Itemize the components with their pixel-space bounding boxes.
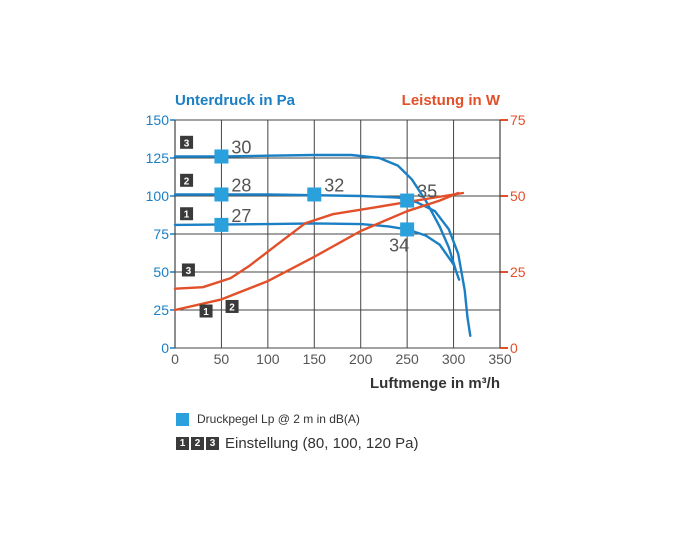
x-tick-label: 150 bbox=[303, 351, 327, 367]
left-tick-label: 150 bbox=[146, 112, 170, 128]
legend-marker-text: Druckpegel Lp @ 2 m in dB(A) bbox=[197, 412, 360, 426]
sound-level-label: 35 bbox=[417, 182, 437, 202]
setting-badge bbox=[180, 135, 194, 149]
setting-badge bbox=[199, 304, 213, 318]
sound-level-marker bbox=[307, 187, 322, 202]
power-curve-3 bbox=[173, 191, 460, 312]
setting-badge-text: 2 bbox=[229, 302, 235, 313]
left-axis-title: Unterdruck in Pa bbox=[175, 92, 296, 109]
x-axis-title: Luftmenge in m³/h bbox=[370, 375, 500, 392]
left-tick-label: 125 bbox=[146, 150, 170, 166]
right-tick-label: 50 bbox=[510, 188, 526, 204]
sound-level-marker bbox=[400, 193, 415, 208]
setting-badge bbox=[225, 299, 239, 313]
sound-level-label: 28 bbox=[231, 175, 251, 195]
setting-badge bbox=[180, 207, 194, 221]
sound-level-marker bbox=[214, 149, 229, 164]
left-tick-label: 0 bbox=[161, 340, 169, 356]
sound-level-label: 30 bbox=[231, 137, 251, 157]
sound-level-label: 32 bbox=[324, 175, 344, 195]
x-tick-label: 0 bbox=[171, 351, 179, 367]
setting-badge-text: 1 bbox=[184, 210, 190, 221]
x-tick-label: 300 bbox=[442, 351, 466, 367]
legend-marker-square bbox=[176, 412, 189, 426]
setting-badge-text: 3 bbox=[186, 266, 192, 277]
legend-setting-text: Einstellung (80, 100, 120 Pa) bbox=[225, 435, 419, 452]
right-axis-title: Leistung in W bbox=[402, 92, 501, 109]
setting-badge-text: 2 bbox=[184, 176, 190, 187]
x-tick-label: 200 bbox=[349, 351, 373, 367]
pressure-curve-2 bbox=[173, 153, 457, 271]
x-tick-label: 350 bbox=[488, 351, 512, 367]
x-tick-label: 100 bbox=[256, 351, 280, 367]
left-tick-label: 100 bbox=[146, 188, 170, 204]
sound-level-label: 34 bbox=[389, 235, 409, 255]
sound-level-label: 27 bbox=[231, 206, 251, 226]
setting-badge-text: 1 bbox=[203, 307, 209, 318]
left-tick-label: 50 bbox=[153, 264, 169, 280]
x-tick-label: 50 bbox=[214, 351, 230, 367]
setting-badge bbox=[180, 173, 194, 187]
left-tick-label: 25 bbox=[153, 302, 169, 318]
sound-level-marker bbox=[214, 217, 229, 232]
left-tick-label: 75 bbox=[153, 226, 169, 242]
legend-badge-2: 2 bbox=[191, 437, 204, 450]
pressure-curve-1 bbox=[173, 193, 472, 337]
x-tick-label: 250 bbox=[395, 351, 419, 367]
power-curve-4 bbox=[173, 191, 465, 290]
legend-badge-1: 1 bbox=[176, 437, 189, 450]
legend-setting-row: 1 2 3 Einstellung (80, 100, 120 Pa) bbox=[176, 435, 418, 452]
right-tick-label: 75 bbox=[510, 112, 526, 128]
right-tick-label: 0 bbox=[510, 340, 518, 356]
sound-level-marker bbox=[400, 222, 415, 237]
legend-marker-row: Druckpegel Lp @ 2 m in dB(A) bbox=[176, 412, 360, 426]
pressure-curve-0 bbox=[173, 222, 461, 281]
sound-level-marker bbox=[214, 187, 229, 202]
setting-badge-text: 3 bbox=[184, 138, 190, 149]
setting-badge bbox=[181, 263, 195, 277]
right-tick-label: 25 bbox=[510, 264, 526, 280]
legend-badge-3: 3 bbox=[206, 437, 219, 450]
